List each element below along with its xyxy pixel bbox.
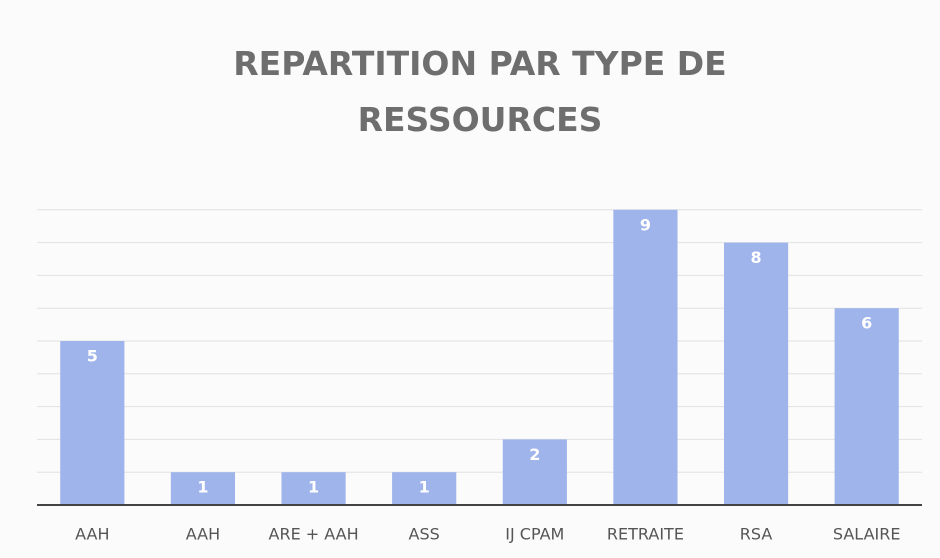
chart-title: REPARTITION PAR TYPE DE RESSOURCES bbox=[233, 44, 727, 139]
bar bbox=[613, 209, 678, 506]
x-tick-label: AAH bbox=[186, 525, 220, 544]
bar bbox=[60, 341, 125, 505]
x-tick-label: ARE + AAH bbox=[269, 525, 359, 544]
bar bbox=[834, 308, 899, 505]
data-label: 1 bbox=[197, 478, 208, 497]
x-tick-label: SALAIRE bbox=[833, 525, 901, 544]
bar bbox=[281, 472, 346, 505]
data-label: 1 bbox=[419, 478, 430, 497]
data-label: 8 bbox=[750, 248, 761, 267]
x-tick-label: ASS bbox=[409, 525, 440, 544]
data-label: 1 bbox=[308, 478, 319, 497]
data-label: 5 bbox=[87, 347, 98, 366]
x-tick-label: RSA bbox=[740, 525, 773, 544]
bar bbox=[392, 472, 457, 505]
x-tick-label: RETRAITE bbox=[607, 525, 684, 544]
x-tick-label: AAH bbox=[75, 525, 109, 544]
data-label: 9 bbox=[640, 215, 651, 234]
bar bbox=[502, 439, 567, 505]
data-label: 6 bbox=[861, 314, 872, 333]
x-tick-label: IJ CPAM bbox=[505, 525, 564, 544]
data-label: 2 bbox=[529, 445, 540, 464]
bar bbox=[723, 242, 789, 505]
bar bbox=[170, 472, 236, 505]
